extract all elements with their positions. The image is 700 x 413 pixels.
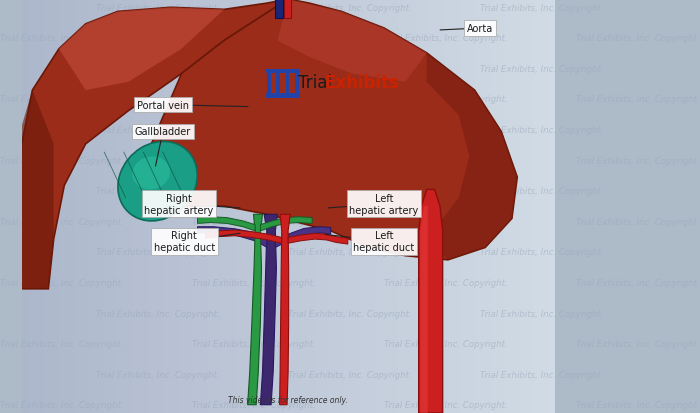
Text: Aorta: Aorta <box>440 24 493 34</box>
FancyBboxPatch shape <box>266 69 300 74</box>
Ellipse shape <box>118 142 197 221</box>
Text: Trial Exhibits, Inc. Copyright.: Trial Exhibits, Inc. Copyright. <box>480 126 603 135</box>
Text: Trial Exhibits, Inc. Copyright.: Trial Exhibits, Inc. Copyright. <box>576 339 699 348</box>
Text: Trial Exhibits, Inc. Copyright.: Trial Exhibits, Inc. Copyright. <box>480 248 603 257</box>
FancyBboxPatch shape <box>276 74 280 94</box>
Polygon shape <box>16 91 54 289</box>
Polygon shape <box>288 234 348 244</box>
Text: Trial Exhibits, Inc. Copyright.: Trial Exhibits, Inc. Copyright. <box>193 339 316 348</box>
Text: Trial Exhibits, Inc. Copyright.: Trial Exhibits, Inc. Copyright. <box>576 34 699 43</box>
Polygon shape <box>420 206 428 413</box>
FancyBboxPatch shape <box>266 93 300 98</box>
FancyBboxPatch shape <box>267 74 271 94</box>
Polygon shape <box>260 217 312 231</box>
Text: Trial Exhibits, Inc. Copyright.: Trial Exhibits, Inc. Copyright. <box>193 278 316 287</box>
Text: Trial Exhibits, Inc. Copyright.: Trial Exhibits, Inc. Copyright. <box>1 339 124 348</box>
Text: Trial Exhibits, Inc. Copyright.: Trial Exhibits, Inc. Copyright. <box>193 34 316 43</box>
Polygon shape <box>277 0 427 83</box>
Text: Trial Exhibits, Inc. Copyright.: Trial Exhibits, Inc. Copyright. <box>193 156 316 165</box>
Polygon shape <box>59 8 224 91</box>
Polygon shape <box>248 215 262 405</box>
Text: Trial Exhibits, Inc. Copyright.: Trial Exhibits, Inc. Copyright. <box>97 4 220 13</box>
Text: Trial Exhibits, Inc. Copyright.: Trial Exhibits, Inc. Copyright. <box>1 34 124 43</box>
Text: Trial Exhibits, Inc. Copyright.: Trial Exhibits, Inc. Copyright. <box>97 370 220 379</box>
Polygon shape <box>16 0 288 289</box>
Text: This video is for reference only.: This video is for reference only. <box>228 395 348 404</box>
Text: Trial Exhibits, Inc. Copyright.: Trial Exhibits, Inc. Copyright. <box>576 95 699 104</box>
Text: Trial Exhibits, Inc. Copyright.: Trial Exhibits, Inc. Copyright. <box>288 187 412 196</box>
Text: Trial Exhibits, Inc. Copyright.: Trial Exhibits, Inc. Copyright. <box>97 187 220 196</box>
Text: Trial Exhibits, Inc. Copyright.: Trial Exhibits, Inc. Copyright. <box>97 65 220 74</box>
Text: Trial Exhibits, Inc. Copyright.: Trial Exhibits, Inc. Copyright. <box>384 34 508 43</box>
Text: Trial Exhibits, Inc. Copyright.: Trial Exhibits, Inc. Copyright. <box>288 126 412 135</box>
Polygon shape <box>419 190 442 413</box>
Text: Trial Exhibits, Inc. Copyright.: Trial Exhibits, Inc. Copyright. <box>193 217 316 226</box>
Text: Trial Exhibits, Inc. Copyright.: Trial Exhibits, Inc. Copyright. <box>288 309 412 318</box>
Text: Trial Exhibits, Inc. Copyright.: Trial Exhibits, Inc. Copyright. <box>576 400 699 409</box>
FancyBboxPatch shape <box>295 74 299 94</box>
Text: Exhibits: Exhibits <box>324 74 399 92</box>
Text: Trial Exhibits, Inc. Copyright.: Trial Exhibits, Inc. Copyright. <box>1 217 124 226</box>
Polygon shape <box>260 215 277 405</box>
Text: Trial Exhibits, Inc. Copyright.: Trial Exhibits, Inc. Copyright. <box>384 278 508 287</box>
Text: Right
hepatic artery: Right hepatic artery <box>144 194 240 215</box>
Polygon shape <box>279 215 290 405</box>
Text: Trial Exhibits, Inc. Copyright.: Trial Exhibits, Inc. Copyright. <box>480 65 603 74</box>
FancyBboxPatch shape <box>286 74 289 94</box>
Text: Portal vein: Portal vein <box>137 100 248 110</box>
Polygon shape <box>206 230 281 244</box>
Text: Trial Exhibits, Inc. Copyright.: Trial Exhibits, Inc. Copyright. <box>193 400 316 409</box>
Text: Trial Exhibits, Inc. Copyright.: Trial Exhibits, Inc. Copyright. <box>288 370 412 379</box>
Text: Trial Exhibits, Inc. Copyright.: Trial Exhibits, Inc. Copyright. <box>384 95 508 104</box>
Text: Trial Exhibits, Inc. Copyright.: Trial Exhibits, Inc. Copyright. <box>97 126 220 135</box>
Text: Trial Exhibits, Inc. Copyright.: Trial Exhibits, Inc. Copyright. <box>480 187 603 196</box>
Ellipse shape <box>132 157 170 190</box>
Text: Trial Exhibits, Inc. Copyright.: Trial Exhibits, Inc. Copyright. <box>1 156 124 165</box>
Text: Trial Exhibits, Inc. Copyright.: Trial Exhibits, Inc. Copyright. <box>97 309 220 318</box>
Polygon shape <box>275 0 283 19</box>
Polygon shape <box>128 0 517 260</box>
Text: Trial Exhibits, Inc. Copyright.: Trial Exhibits, Inc. Copyright. <box>1 400 124 409</box>
Polygon shape <box>197 217 255 231</box>
Polygon shape <box>275 227 331 248</box>
Text: Gallbladder: Gallbladder <box>135 127 191 166</box>
Text: Right
hepatic duct: Right hepatic duct <box>153 231 240 252</box>
Text: Trial Exhibits, Inc. Copyright.: Trial Exhibits, Inc. Copyright. <box>480 309 603 318</box>
Text: Trial Exhibits, Inc. Copyright.: Trial Exhibits, Inc. Copyright. <box>97 248 220 257</box>
Text: Trial Exhibits, Inc. Copyright.: Trial Exhibits, Inc. Copyright. <box>288 4 412 13</box>
Text: Trial Exhibits, Inc. Copyright.: Trial Exhibits, Inc. Copyright. <box>384 217 508 226</box>
Text: Trial Exhibits, Inc. Copyright.: Trial Exhibits, Inc. Copyright. <box>384 339 508 348</box>
Text: Trial Exhibits, Inc. Copyright.: Trial Exhibits, Inc. Copyright. <box>1 95 124 104</box>
Text: Left
hepatic artery: Left hepatic artery <box>328 194 419 215</box>
Text: Trial: Trial <box>298 74 332 92</box>
Text: Trial Exhibits, Inc. Copyright.: Trial Exhibits, Inc. Copyright. <box>1 278 124 287</box>
Text: Left
hepatic duct: Left hepatic duct <box>326 231 414 252</box>
Text: Trial Exhibits, Inc. Copyright.: Trial Exhibits, Inc. Copyright. <box>480 370 603 379</box>
Text: Trial Exhibits, Inc. Copyright.: Trial Exhibits, Inc. Copyright. <box>480 4 603 13</box>
Text: Trial Exhibits, Inc. Copyright.: Trial Exhibits, Inc. Copyright. <box>384 156 508 165</box>
Polygon shape <box>197 227 267 248</box>
Polygon shape <box>284 0 290 19</box>
Text: Trial Exhibits, Inc. Copyright.: Trial Exhibits, Inc. Copyright. <box>576 278 699 287</box>
Text: Trial Exhibits, Inc. Copyright.: Trial Exhibits, Inc. Copyright. <box>288 248 412 257</box>
Polygon shape <box>427 54 517 260</box>
Text: Trial Exhibits, Inc. Copyright.: Trial Exhibits, Inc. Copyright. <box>193 95 316 104</box>
Text: Trial Exhibits, Inc. Copyright.: Trial Exhibits, Inc. Copyright. <box>576 217 699 226</box>
Text: Trial Exhibits, Inc. Copyright.: Trial Exhibits, Inc. Copyright. <box>288 65 412 74</box>
Text: Trial Exhibits, Inc. Copyright.: Trial Exhibits, Inc. Copyright. <box>576 156 699 165</box>
Text: Trial Exhibits, Inc. Copyright.: Trial Exhibits, Inc. Copyright. <box>384 400 508 409</box>
